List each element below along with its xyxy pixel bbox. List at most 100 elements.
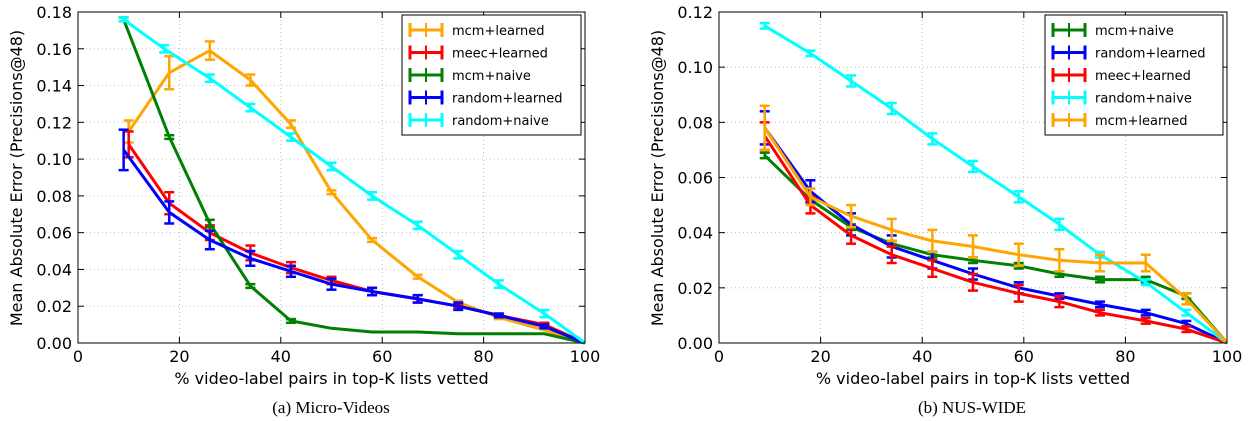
y-tick-label: 0.16: [36, 40, 72, 59]
error-bar: [1140, 308, 1151, 317]
series-meec-learned: [123, 130, 586, 345]
legend: mcm+learned meec+learned mcm+naive random+l…: [401, 14, 582, 136]
series-mcm-learned: [759, 104, 1229, 345]
error-bar: [367, 236, 378, 244]
legend-label: mcm+learned: [452, 24, 545, 39]
y-tick-label: 0.04: [36, 260, 72, 279]
error-bar: [968, 272, 978, 292]
legend-marker-random-naive: [1051, 90, 1087, 105]
error-bar: [1181, 325, 1192, 334]
error-bar: [927, 228, 938, 254]
error-bar: [285, 119, 296, 130]
error-bar: [118, 16, 129, 23]
error-bar: [1054, 247, 1065, 273]
error-bar: [367, 190, 378, 201]
x-tick-label: 20: [169, 347, 189, 366]
y-tick-label: 0.06: [677, 169, 713, 188]
error-bar: [204, 73, 215, 84]
legend-label: random+learned: [1095, 47, 1206, 62]
legend-marker-meec-learned: [1051, 68, 1087, 82]
y-tick-label: 0.00: [677, 334, 713, 353]
series-line: [122, 18, 586, 345]
error-bar: [886, 245, 897, 265]
legend-marker-mcm-learned: [1051, 113, 1087, 127]
series-line: [763, 154, 1229, 344]
error-bar: [1054, 294, 1065, 309]
x-axis-label: % video-label pairs in top-K lists vette…: [816, 369, 1130, 388]
series-line: [763, 24, 1228, 345]
error-bar: [1013, 283, 1024, 303]
error-bar: [159, 43, 170, 54]
x-tick-label: 100: [570, 347, 601, 366]
y-tick-label: 0.18: [36, 3, 72, 22]
legend-label: mcm+naive: [452, 69, 531, 84]
series-random-learned: [118, 128, 586, 345]
series-line: [763, 126, 1229, 345]
error-bar: [326, 189, 337, 196]
legend-marker-random-naive: [408, 113, 444, 127]
error-bar: [245, 102, 256, 113]
x-tick-label: 80: [473, 347, 493, 366]
y-tick-label: 0.02: [677, 279, 713, 298]
x-tick-label: 40: [271, 347, 291, 366]
error-bar: [245, 249, 256, 268]
plot-frame: [718, 11, 1228, 344]
y-tick-label: 0.10: [36, 150, 72, 169]
legend-label: mcm+learned: [1095, 114, 1188, 129]
error-bar: [245, 282, 256, 290]
series-random-naive: [118, 16, 586, 345]
y-tick-label: 0.08: [36, 187, 72, 206]
series-line: [122, 18, 586, 345]
y-tick-label: 0.14: [36, 77, 72, 96]
error-bar: [493, 279, 504, 290]
error-bar: [326, 277, 337, 291]
x-tick-label: 40: [912, 347, 932, 366]
series-line: [127, 49, 586, 345]
error-bar: [367, 286, 378, 297]
error-bar: [1095, 275, 1105, 284]
series-line: [127, 143, 586, 345]
plot-frame: [77, 11, 586, 344]
series-mcm-naive: [118, 16, 586, 345]
chart-panel-2: 0.00 0.02 0.04 0.06 0.08 0.10 0.12 0 20 40 60 80 100…: [648, 3, 1242, 388]
error-bar: [1140, 253, 1151, 273]
figure-caption: (b) NUS-WIDE: [918, 398, 1026, 417]
error-bar: [1054, 217, 1065, 232]
error-bar: [805, 49, 816, 58]
x-tick-label: 100: [1212, 347, 1243, 366]
legend-marker-random-learned: [1051, 45, 1087, 60]
error-bar: [118, 128, 129, 172]
error-bar: [204, 229, 215, 251]
series-random-learned: [759, 110, 1228, 345]
error-bar: [805, 187, 816, 207]
error-bar: [326, 161, 337, 172]
error-bar: [1140, 316, 1151, 325]
y-tick-label: 0.04: [677, 224, 713, 243]
error-bar: [968, 234, 978, 259]
x-tick-label: 0: [714, 347, 724, 366]
legend-marker-mcm-naive: [1051, 23, 1087, 37]
chart-panel-1: 0.00 0.02 0.04 0.06 0.08 0.10 0.12 0.14 0.16 0.18…: [7, 3, 600, 388]
series-line: [763, 126, 1228, 345]
legend-label: random+naive: [1095, 92, 1192, 107]
x-tick-label: 60: [372, 347, 392, 366]
error-bar: [886, 217, 897, 243]
error-bar: [1095, 300, 1105, 309]
x-axis-label: % video-label pairs in top-K lists vette…: [174, 369, 488, 388]
error-bar: [245, 73, 256, 87]
error-bar: [927, 259, 938, 279]
legend-label: random+naive: [452, 114, 549, 129]
error-bar: [759, 104, 770, 152]
error-bar: [1181, 292, 1192, 306]
legend-marker-random-learned: [408, 90, 444, 105]
error-bar: [927, 132, 938, 146]
y-tick-label: 0.06: [36, 224, 72, 243]
error-bar: [285, 317, 296, 325]
error-bar: [204, 40, 215, 62]
error-bar: [412, 273, 423, 280]
x-tick-label: 20: [810, 347, 830, 366]
error-bar: [285, 264, 296, 279]
y-tick-label: 0.10: [677, 58, 713, 77]
error-bar: [164, 54, 175, 91]
